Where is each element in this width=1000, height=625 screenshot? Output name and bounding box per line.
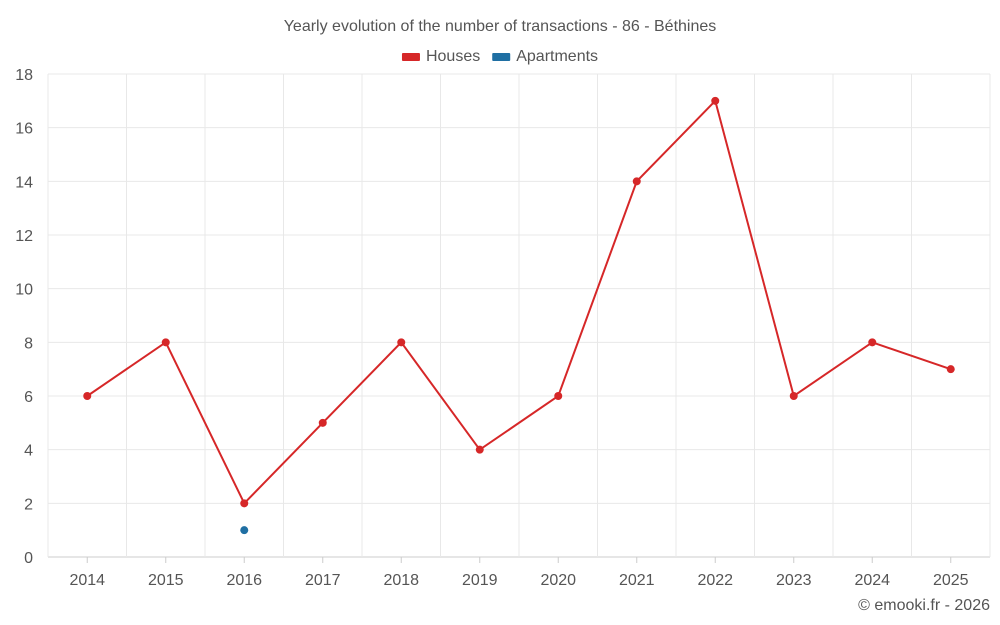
data-point[interactable] [632, 177, 641, 186]
x-tick-label: 2024 [854, 572, 890, 589]
series-apartments [240, 526, 249, 535]
y-axis: 0 2 4 6 8 10 12 14 16 18 [15, 67, 33, 567]
x-tick-label: 2018 [383, 572, 419, 589]
x-tick-label: 2016 [226, 572, 262, 589]
data-point[interactable] [318, 418, 327, 427]
data-point[interactable] [83, 392, 92, 400]
series-line [86, 98, 952, 506]
data-point[interactable] [240, 526, 249, 535]
legend-swatch [401, 53, 420, 61]
y-tick-label: 0 [24, 550, 33, 567]
x-tick-label: 2020 [540, 572, 576, 589]
y-tick-label: 16 [15, 121, 33, 138]
legend-label: Apartments [516, 48, 598, 65]
y-tick-label: 6 [24, 389, 33, 406]
data-point[interactable] [554, 392, 563, 400]
series-houses [83, 96, 955, 508]
x-tick-label: 2022 [697, 572, 733, 589]
data-point[interactable] [711, 96, 720, 105]
x-tick-label: 2017 [305, 572, 341, 589]
y-tick-label: 4 [24, 443, 33, 460]
series [83, 96, 955, 535]
x-tick-label: 2014 [69, 572, 105, 589]
chart-title: Yearly evolution of the number of transa… [284, 18, 717, 35]
x-axis: 2014 2015 2016 2017 2018 2019 2020 2021 2022 2023… [69, 557, 969, 589]
y-tick-label: 14 [15, 174, 33, 191]
legend-item-houses[interactable]: Houses [401, 48, 480, 65]
data-point[interactable] [240, 499, 249, 508]
x-tick-label: 2023 [776, 572, 812, 589]
x-tick-label: 2019 [462, 572, 498, 589]
data-point[interactable] [946, 365, 955, 374]
y-tick-label: 10 [15, 282, 33, 299]
data-point[interactable] [397, 338, 406, 347]
y-tick-label: 12 [15, 228, 33, 245]
y-tick-label: 8 [24, 335, 33, 352]
y-tick-label: 18 [15, 67, 33, 84]
credit: © emooki.fr - 2026 [858, 597, 990, 614]
x-tick-label: 2021 [619, 572, 655, 589]
data-point[interactable] [161, 338, 170, 347]
data-point[interactable] [789, 392, 798, 400]
legend-item-apartments[interactable]: Apartments [492, 48, 598, 65]
x-tick-label: 2015 [148, 572, 184, 589]
legend-swatch [492, 53, 511, 61]
data-point[interactable] [868, 338, 877, 347]
grid [47, 73, 991, 558]
data-point[interactable] [475, 445, 484, 454]
x-tick-label: 2025 [933, 572, 969, 589]
legend-label: Houses [426, 48, 480, 65]
legend: Houses Apartments [401, 48, 598, 65]
y-tick-label: 2 [24, 496, 33, 513]
